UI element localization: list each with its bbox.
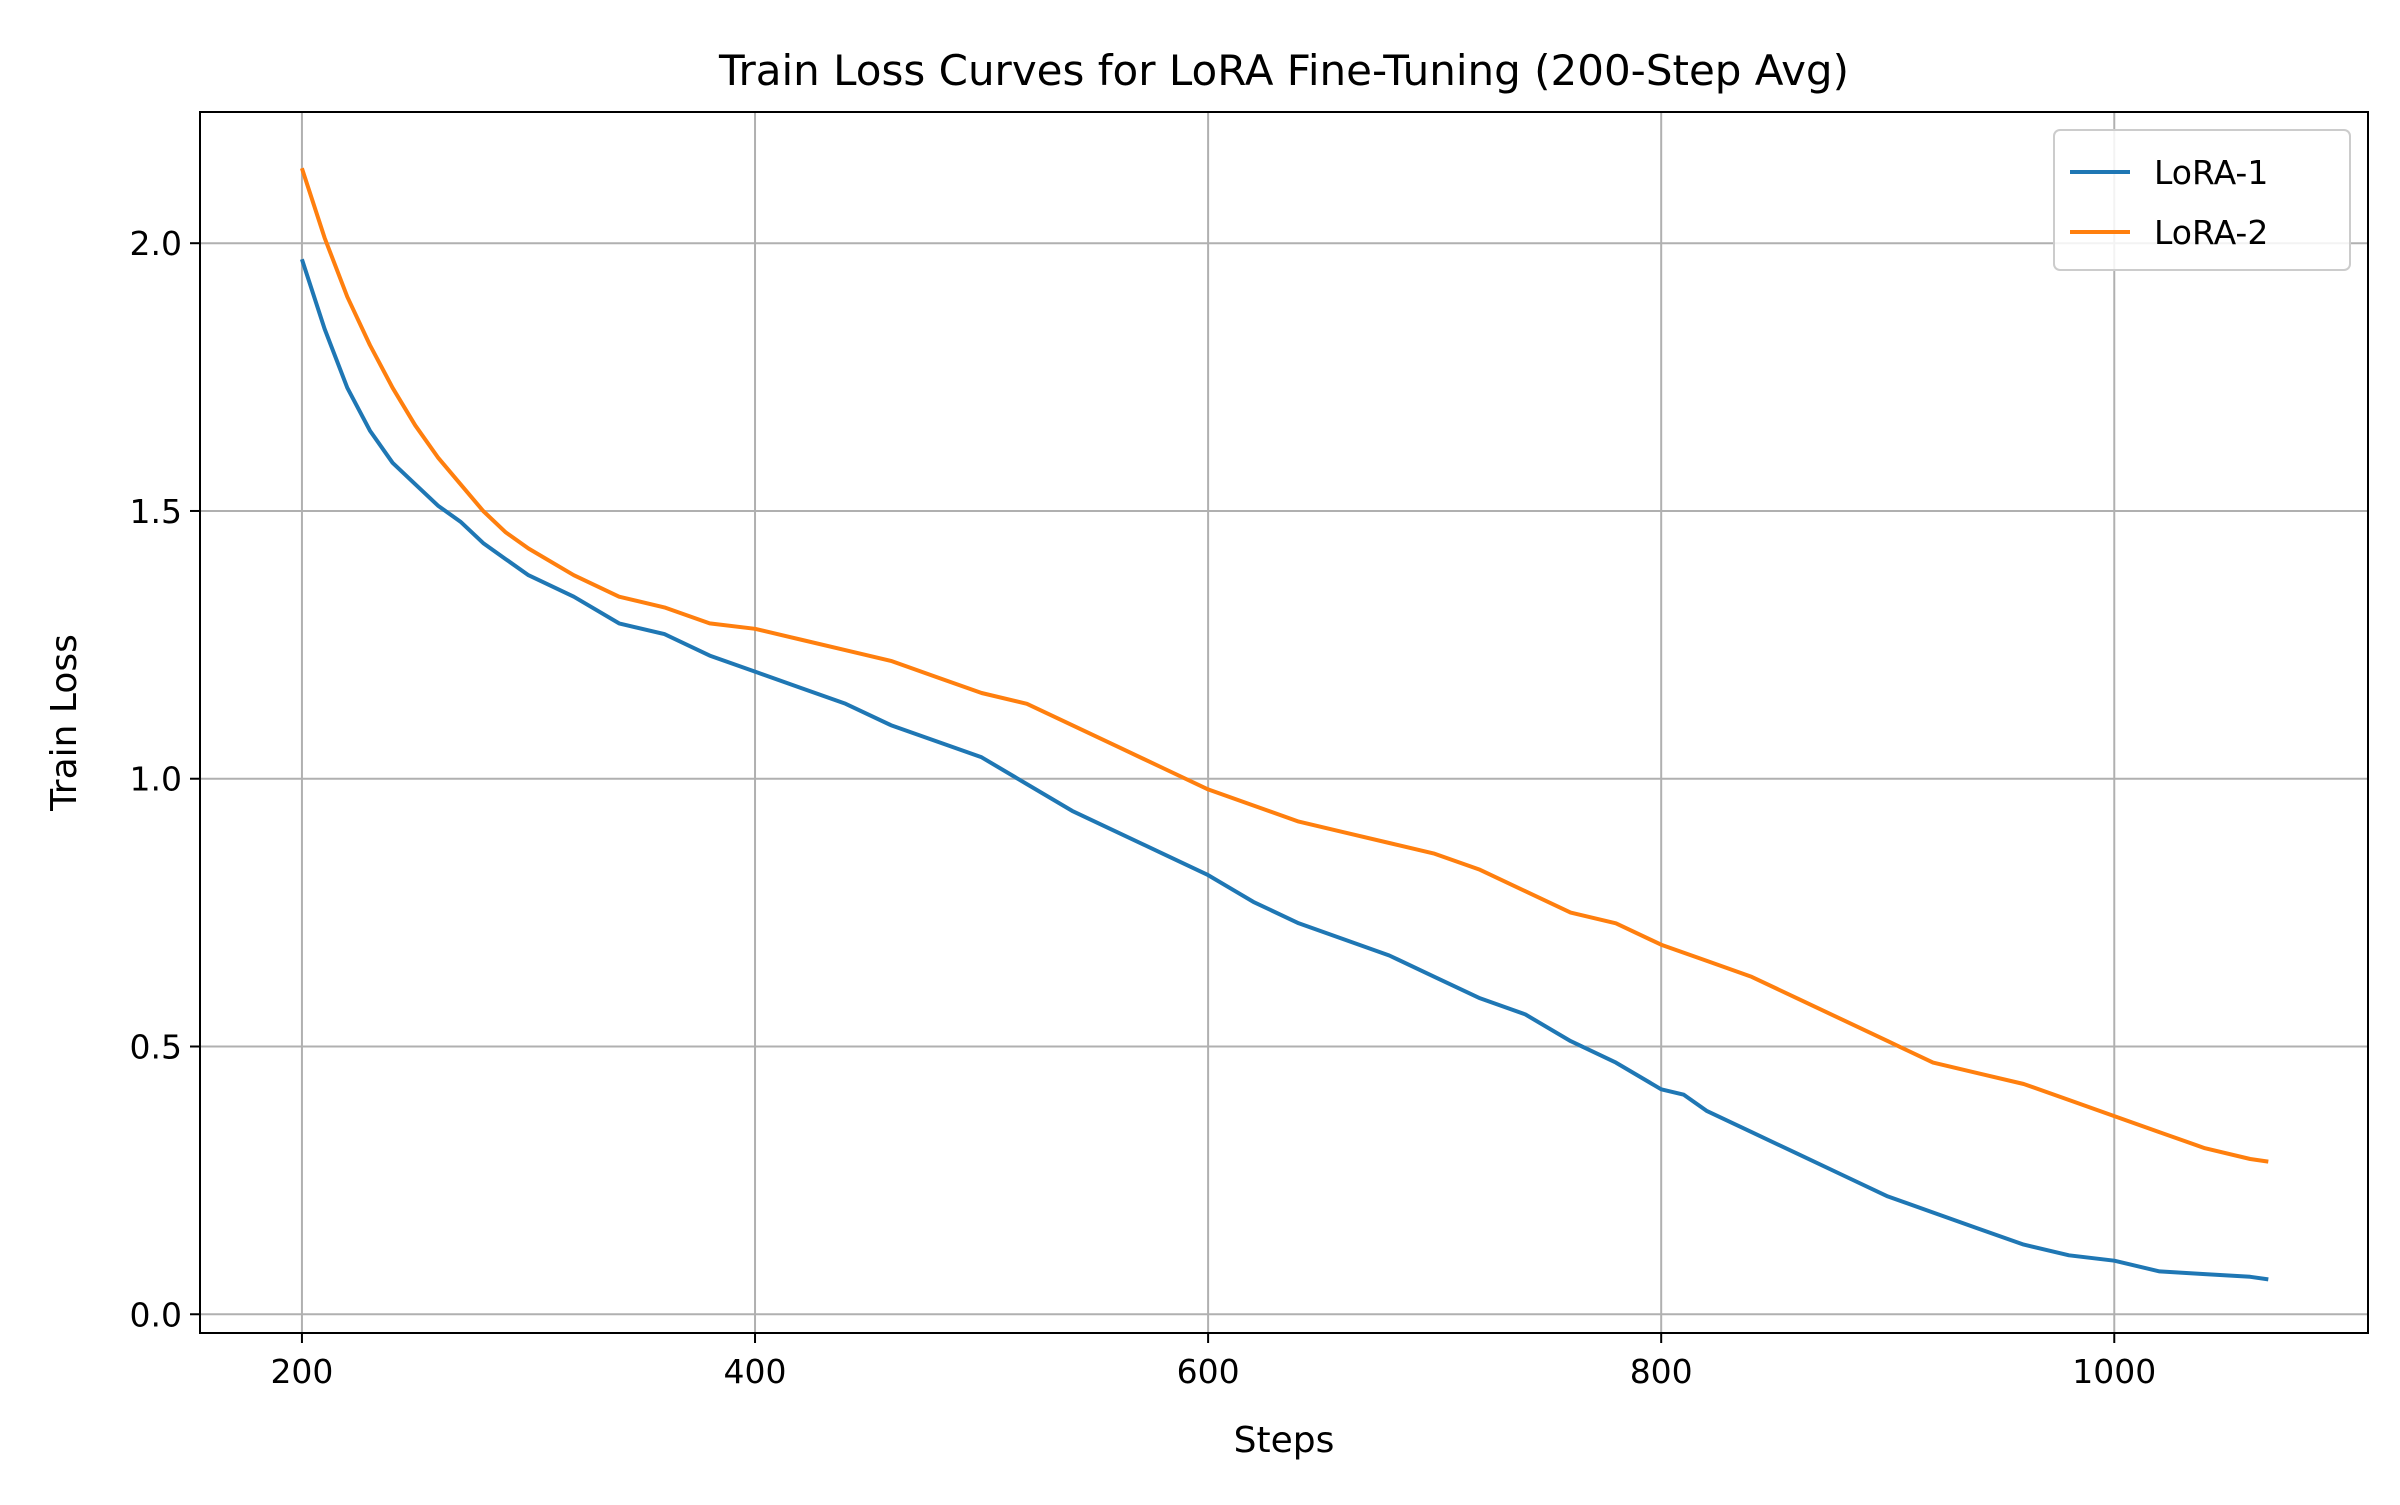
- axis-ticks: 200 400 600 800 1000 0.0 0.5 1.0 1.5 2.0: [130, 224, 2157, 1391]
- y-tick-label: 2.0: [130, 224, 182, 263]
- y-tick-label: 0.0: [130, 1295, 182, 1334]
- legend: LoRA-1 LoRA-2: [2053, 129, 2351, 271]
- x-tick-label: 1000: [2072, 1352, 2156, 1391]
- x-tick-label: 400: [724, 1352, 787, 1391]
- series-lines: [299, 167, 2269, 1282]
- legend-label-lora-1: LoRA-1: [2154, 153, 2268, 192]
- y-axis-label: Train Loss: [44, 634, 85, 812]
- series-line-lora-2: [299, 167, 2269, 1164]
- chart-title: Train Loss Curves for LoRA Fine-Tuning (…: [718, 46, 1849, 95]
- plot-frame: [199, 111, 2369, 1334]
- legend-box: [2053, 129, 2351, 271]
- y-tick-label: 0.5: [130, 1027, 182, 1066]
- x-tick-label: 800: [1630, 1352, 1693, 1391]
- grid: [200, 112, 2368, 1333]
- x-axis-label: Steps: [1234, 1420, 1335, 1461]
- x-tick-label: 600: [1177, 1352, 1240, 1391]
- y-tick-label: 1.0: [130, 760, 182, 799]
- legend-label-lora-2: LoRA-2: [2154, 213, 2268, 252]
- y-tick-label: 1.5: [130, 492, 182, 531]
- series-line-lora-1: [299, 258, 2269, 1282]
- x-tick-label: 200: [270, 1352, 333, 1391]
